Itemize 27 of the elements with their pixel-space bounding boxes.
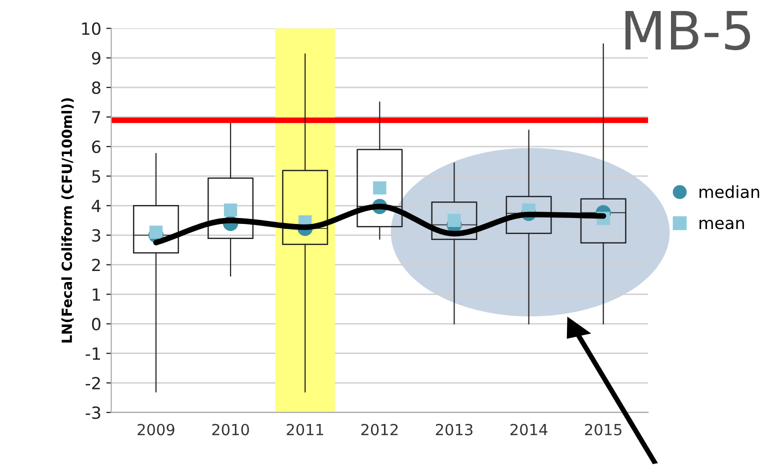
y-tick-label: -2 bbox=[86, 376, 100, 390]
legend-label: median bbox=[700, 185, 760, 198]
y-tick-label: 10 bbox=[82, 22, 100, 35]
y-tick-label: 5 bbox=[92, 170, 100, 183]
x-tick-label: 2014 bbox=[510, 424, 548, 436]
y-axis-title: LN(Fecal Coliform (CFU/100ml)) bbox=[61, 98, 74, 342]
y-tick-label: 2 bbox=[92, 258, 100, 272]
point bbox=[224, 203, 238, 217]
x-tick-label: 2011 bbox=[286, 424, 324, 436]
y-tick-label: -1 bbox=[86, 348, 100, 360]
y-tick-label: 3 bbox=[92, 229, 100, 242]
y-tick-label: 9 bbox=[92, 52, 100, 64]
y-tick-label: 7 bbox=[92, 111, 100, 124]
x-tick-label: 2009 bbox=[138, 424, 174, 436]
x-tick-label: 2012 bbox=[361, 424, 398, 436]
x-tick-label: 2013 bbox=[436, 424, 472, 436]
y-tick-label: 6 bbox=[92, 140, 100, 154]
y-tick-label: 4 bbox=[92, 200, 101, 212]
y-tick-label: -3 bbox=[86, 406, 100, 420]
x-tick-label: 2015 bbox=[585, 424, 622, 436]
y-tick-label: 0 bbox=[92, 318, 100, 330]
chart-title: MB-5 bbox=[625, 10, 750, 50]
x-tick-label: 2010 bbox=[212, 424, 249, 436]
legend-label: mean bbox=[700, 220, 744, 230]
y-tick-label: 8 bbox=[92, 81, 100, 94]
y-tick-label: 1 bbox=[92, 288, 100, 301]
point bbox=[373, 181, 386, 194]
